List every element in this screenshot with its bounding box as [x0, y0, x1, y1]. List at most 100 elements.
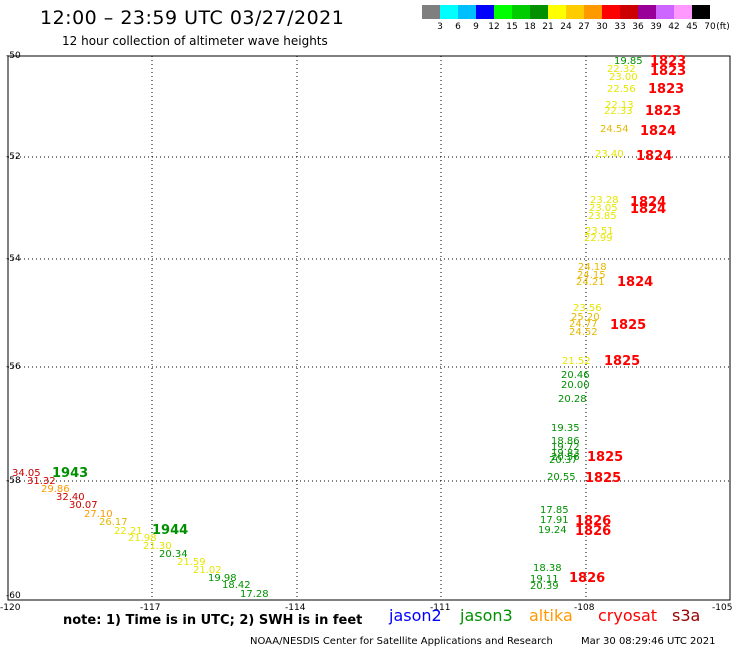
wave-height-value: 21.52: [562, 356, 591, 367]
pass-time-label: 1823: [648, 82, 685, 97]
colorbar-label: 21: [542, 22, 554, 32]
wave-height-value: 30.07: [69, 500, 98, 511]
wave-height-value: 19.83: [551, 448, 580, 459]
lon-label: -114: [285, 603, 306, 613]
wave-height-value: 18.86: [551, 436, 580, 447]
pass-time-label: 1824: [630, 202, 667, 217]
wave-height-value: 24.15: [577, 270, 606, 281]
colorbar-swatch: [692, 5, 710, 19]
colorbar-label: 27: [578, 22, 590, 32]
wave-height-value: 20.28: [558, 394, 587, 405]
legend-jason3: jason3: [460, 606, 513, 625]
colorbar-label: 42: [668, 22, 680, 32]
colorbar-swatch: [566, 5, 584, 19]
colorbar-swatch: [422, 5, 440, 19]
wave-height-value: 20.00: [561, 380, 590, 391]
wave-height-value: 21.30: [143, 541, 172, 552]
wave-height-value: 23.40: [595, 149, 624, 160]
wave-height-value: 22.32: [607, 64, 636, 75]
colorbar-swatch: [620, 5, 638, 19]
wave-height-value: 19.24: [538, 525, 567, 536]
wave-height-value: 32.40: [56, 492, 85, 503]
wave-height-value: 20.37: [549, 455, 578, 466]
wave-height-value: 20.39: [530, 581, 559, 592]
footer-credit: NOAA/NESDIS Center for Satellite Applica…: [250, 636, 553, 647]
wave-height-value: 21.98: [128, 533, 157, 544]
pass-time-label: 1825: [587, 450, 624, 465]
colorbar-label: 30: [596, 22, 608, 32]
wave-height-value: 22.33: [604, 106, 633, 117]
wave-height-value: 23.05: [589, 203, 618, 214]
wave-height-value: 21.59: [177, 557, 206, 568]
wave-height-value: 24.54: [600, 124, 629, 135]
wave-height-value: 17.91: [540, 515, 569, 526]
wave-height-value: 18.42: [222, 580, 251, 591]
pass-time-label: 1824: [617, 275, 654, 290]
colorbar-label: 36: [632, 22, 644, 32]
colorbar-label: 3: [437, 22, 443, 32]
wave-height-value: 23.56: [573, 303, 602, 314]
wave-height-value: 20.56: [551, 452, 580, 463]
colorbar-swatch: [656, 5, 674, 19]
wave-height-value: 24.18: [578, 262, 607, 273]
lat-label: -58: [6, 476, 21, 486]
pass-time-label: 1826: [575, 514, 612, 529]
wave-height-value: 17.28: [240, 589, 269, 600]
pass-time-label: 1825: [604, 354, 641, 369]
wave-height-value: 26.17: [99, 517, 128, 528]
wave-height-value: 22.99: [584, 233, 613, 244]
colorbar-label: 70: [704, 22, 716, 32]
plot-frame: [7, 55, 731, 601]
colorbar-swatch: [494, 5, 512, 19]
legend-s3a: s3a: [672, 606, 701, 625]
wave-height-value: 27.10: [84, 509, 113, 520]
wave-height-value: 20.34: [159, 549, 188, 560]
colorbar-label: 24: [560, 22, 572, 32]
lat-label: -50: [6, 51, 21, 61]
colorbar-swatch: [638, 5, 656, 19]
wave-height-value: 24.77: [569, 319, 598, 330]
colorbar-swatch: [548, 5, 566, 19]
colorbar-label: 12: [488, 22, 500, 32]
pass-time-label: 1823: [645, 104, 682, 119]
colorbar-swatch: [602, 5, 620, 19]
pass-time-label: 1824: [630, 195, 667, 210]
pass-time-label: 1824: [640, 124, 677, 139]
pass-time-label: 1823: [650, 54, 687, 69]
chart-title: 12:00 – 23:59 UTC 03/27/2021: [40, 7, 345, 29]
colorbar-label: 39: [650, 22, 662, 32]
lat-label: -52: [6, 152, 21, 162]
wave-height-value: 19.35: [551, 423, 580, 434]
colorbar-swatch: [530, 5, 548, 19]
pass-time-label: 1825: [610, 318, 647, 333]
pass-time-label: 1826: [569, 571, 606, 586]
colorbar-swatch: [512, 5, 530, 19]
colorbar-swatch: [458, 5, 476, 19]
legend-jason2: jason2: [389, 606, 442, 625]
legend-altika: altika: [529, 606, 573, 625]
wave-height-value: 22.21: [114, 526, 143, 537]
colorbar-label: 45: [686, 22, 698, 32]
wave-height-value: 31.32: [27, 476, 56, 487]
grid-lines: [8, 56, 730, 600]
wave-height-value: 23.00: [609, 72, 638, 83]
lon-label: -120: [0, 603, 21, 613]
legend-cryosat: cryosat: [598, 606, 658, 625]
wave-height-value: 19.11: [530, 574, 559, 585]
wave-height-value: 23.28: [590, 195, 619, 206]
wave-height-value: 19.98: [208, 573, 237, 584]
colorbar-label: 15: [506, 22, 518, 32]
lon-label: -105: [712, 603, 733, 613]
lat-label: -60: [6, 591, 21, 601]
note-text: note: 1) Time is in UTC; 2) SWH is in fe…: [63, 613, 363, 628]
wave-height-value: 17.85: [540, 505, 569, 516]
lat-label: -54: [6, 254, 21, 264]
wave-height-value: 23.51: [585, 226, 614, 237]
colorbar-unit: (ft): [716, 22, 730, 32]
colorbar-swatch: [440, 5, 458, 19]
wave-height-value: 19.72: [551, 442, 580, 453]
colorbar-swatch: [584, 5, 602, 19]
wave-height-value: 24.52: [569, 327, 598, 338]
wave-height-value: 22.13: [605, 100, 634, 111]
